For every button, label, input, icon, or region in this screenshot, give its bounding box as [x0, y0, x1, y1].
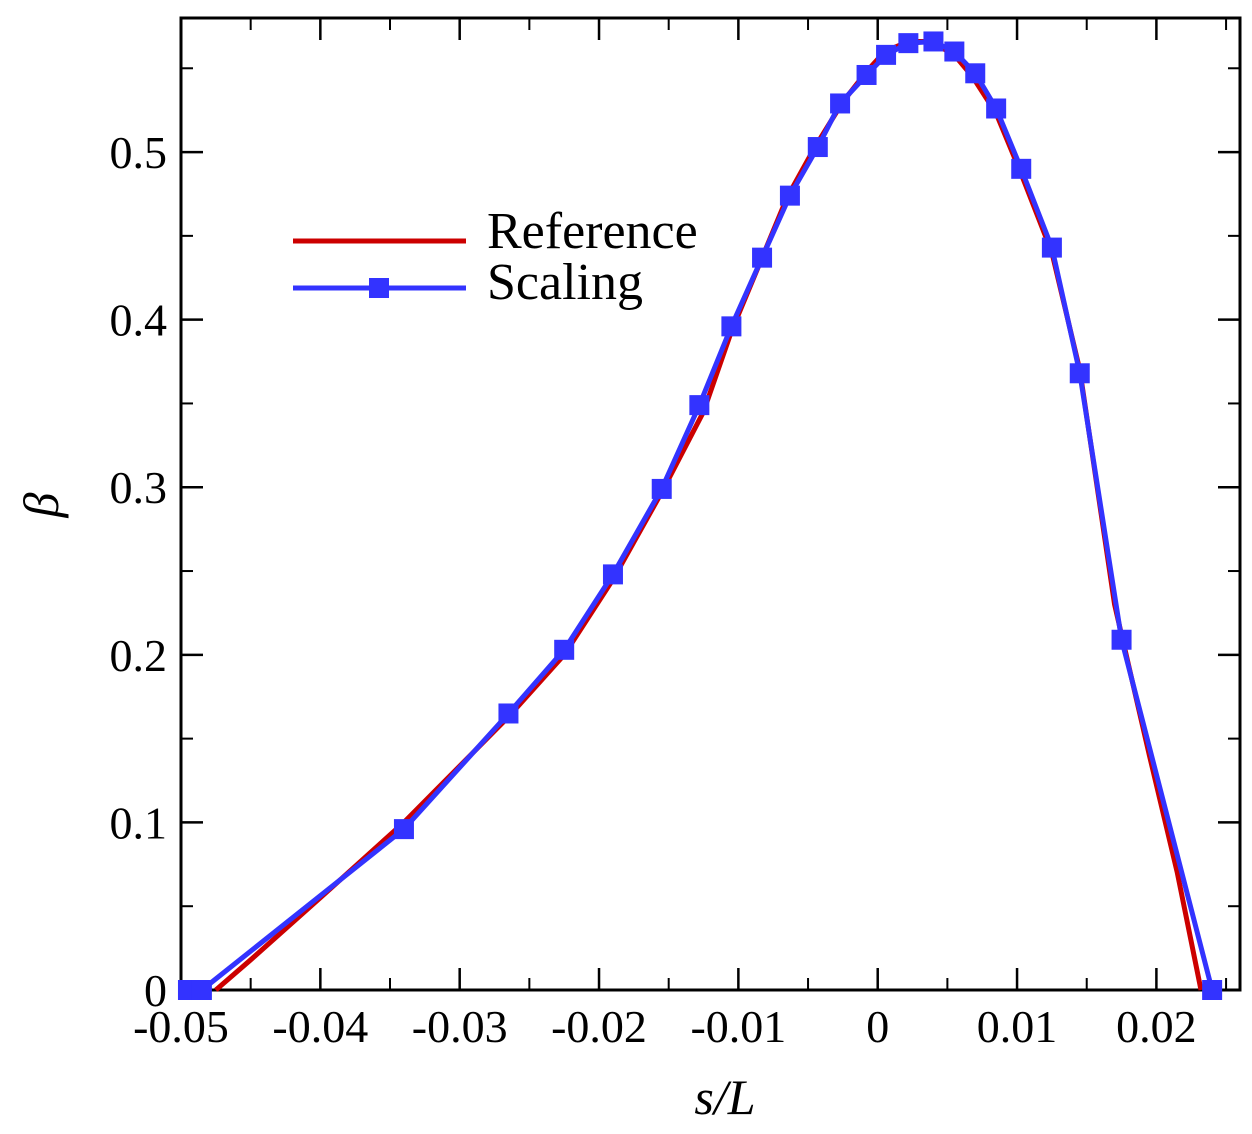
y-tick-label: 0.2 [110, 630, 168, 681]
y-tick-label: 0.1 [110, 797, 168, 848]
data-point-scaling [856, 64, 877, 85]
data-point-scaling [651, 478, 672, 499]
data-point-scaling [923, 31, 944, 52]
data-point-scaling [191, 980, 212, 1000]
legend-label-reference: Reference [487, 203, 698, 260]
data-point-scaling [1041, 237, 1062, 258]
data-point-scaling [1202, 980, 1223, 1000]
data-point-scaling [830, 93, 851, 114]
x-tick-label: -0.04 [272, 1001, 368, 1052]
series-line-reference [214, 39, 1204, 992]
x-axis-label: s/L [694, 1069, 755, 1125]
data-point-scaling [898, 33, 919, 54]
series-layer [177, 31, 1223, 1000]
data-point-scaling [944, 41, 965, 62]
x-tick-label: 0.01 [977, 1001, 1058, 1052]
data-point-scaling [689, 395, 710, 416]
data-point-scaling [498, 703, 519, 724]
data-point-scaling [1111, 629, 1132, 650]
data-point-scaling [393, 819, 414, 840]
legend-label-scaling: Scaling [487, 254, 643, 311]
x-tick-label: -0.01 [690, 1001, 786, 1052]
data-point-scaling [1069, 363, 1090, 384]
data-point-scaling [602, 564, 623, 585]
data-point-scaling [986, 98, 1007, 119]
data-point-scaling [1011, 158, 1032, 179]
x-axis-ticks: -0.05 -0.04 -0.03 -0.02 -0.01 0 0.01 0.02 [133, 18, 1228, 1052]
y-tick-label: 0.5 [110, 127, 168, 178]
plot-frame [179, 16, 1242, 992]
data-point-scaling [554, 639, 575, 660]
data-point-scaling [721, 316, 742, 337]
x-tick-label: -0.05 [133, 1001, 229, 1052]
data-point-scaling [965, 63, 986, 84]
x-tick-label: 0.02 [1116, 1001, 1197, 1052]
data-point-scaling [807, 137, 828, 158]
y-tick-label: 0.3 [110, 462, 168, 513]
series-line-scaling [188, 39, 1215, 993]
legend: Reference Scaling [293, 203, 698, 311]
y-tick-label: 0.4 [110, 295, 168, 346]
legend-marker-scaling [369, 278, 389, 298]
y-tick-label: 0 [144, 965, 167, 1016]
data-point-scaling [779, 185, 800, 206]
y-axis-ticks: 0 0.1 0.2 0.3 0.4 0.5 [110, 67, 1240, 1016]
x-tick-label: -0.03 [412, 1001, 508, 1052]
data-point-scaling [752, 247, 773, 268]
data-point-scaling [876, 44, 897, 65]
x-tick-label: 0 [866, 1001, 889, 1052]
x-tick-label: -0.02 [551, 1001, 647, 1052]
y-axis-label: β [13, 492, 69, 518]
